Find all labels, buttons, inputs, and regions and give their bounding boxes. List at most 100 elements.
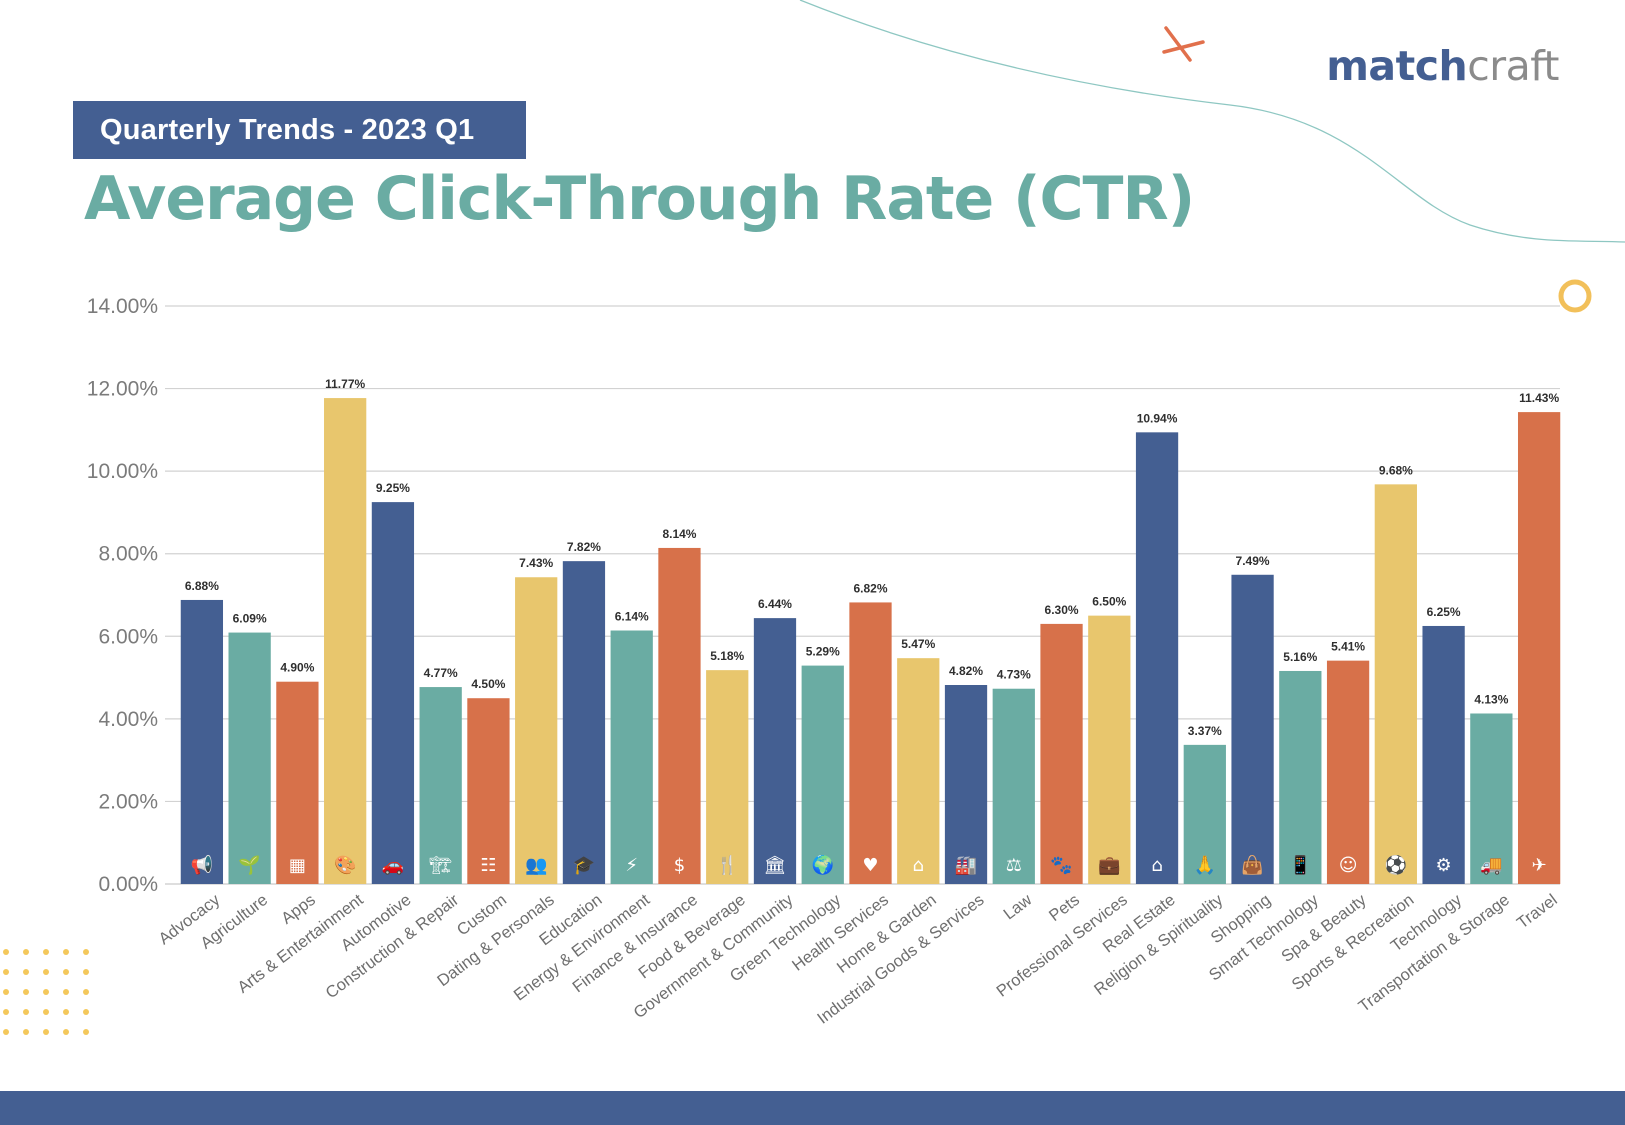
bar — [371, 502, 415, 884]
smartphone-icon: 📱 — [1289, 854, 1311, 876]
bar — [180, 599, 224, 884]
megaphone-icon: 📢 — [191, 854, 213, 876]
decor-dot — [3, 1009, 9, 1015]
data-label: 6.14% — [615, 610, 649, 624]
data-label: 4.82% — [949, 664, 983, 678]
decor-dot — [23, 969, 29, 975]
crane-icon: 🏗 — [429, 855, 452, 876]
decor-dot — [23, 1009, 29, 1015]
data-label: 4.50% — [471, 677, 505, 691]
data-label: 4.77% — [424, 666, 458, 680]
decor-dot — [63, 989, 69, 995]
decor-dot — [83, 1029, 89, 1035]
app-grid-icon: ▦ — [289, 855, 306, 876]
truck-icon: 🚚 — [1480, 855, 1502, 876]
data-label: 8.14% — [662, 527, 696, 541]
data-label: 6.88% — [185, 579, 219, 593]
y-tick-label: 6.00% — [98, 625, 158, 648]
bar — [1135, 432, 1179, 884]
scales-icon: ⚖ — [1006, 855, 1022, 876]
logo-part-craft: craft — [1467, 42, 1559, 90]
ball-icon: ⚽ — [1384, 854, 1407, 876]
data-label: 7.43% — [519, 556, 553, 570]
bar — [1326, 660, 1370, 884]
bar — [1374, 484, 1417, 884]
bar — [1517, 412, 1561, 884]
decor-dot — [43, 949, 49, 955]
footer-bar — [0, 1091, 1625, 1125]
wind-solar-icon: ⚡ — [625, 855, 638, 876]
decor-dot — [63, 1029, 69, 1035]
bar — [1279, 670, 1322, 884]
decor-dot — [3, 949, 9, 955]
data-label: 6.44% — [758, 597, 792, 611]
y-tick-label: 4.00% — [98, 708, 158, 731]
bar — [610, 630, 653, 884]
bar — [276, 681, 319, 884]
data-label: 6.09% — [233, 612, 267, 626]
people-icon: 👥 — [525, 855, 547, 876]
decor-dot — [23, 949, 29, 955]
bar — [467, 698, 510, 884]
bar — [1422, 625, 1465, 884]
decor-dot — [43, 1029, 49, 1035]
data-label: 7.49% — [1236, 554, 1270, 568]
bar — [1088, 615, 1131, 884]
finance-chart-icon: $ — [674, 855, 685, 876]
shopping-bag-icon: 👜 — [1241, 854, 1263, 876]
decor-dot — [43, 989, 49, 995]
bar — [992, 688, 1035, 884]
y-tick-label: 0.00% — [98, 873, 158, 896]
bar — [658, 547, 701, 884]
ring-icon — [1558, 279, 1592, 313]
sprout-icon: 🌱 — [238, 855, 260, 876]
bar — [324, 398, 367, 884]
bar — [1470, 713, 1513, 884]
house-key-icon: ⌂ — [1151, 855, 1162, 876]
decor-dot — [23, 1029, 29, 1035]
decorative-curve — [799, 0, 1625, 243]
bar — [419, 687, 462, 884]
data-label: 6.82% — [853, 581, 887, 595]
house-icon: ⌂ — [913, 855, 924, 876]
chip-icon: ⚙ — [1436, 855, 1452, 876]
decor-dot — [3, 989, 9, 995]
briefcase-icon: 💼 — [1098, 855, 1120, 876]
logo-part-match: match — [1326, 42, 1468, 90]
bar — [897, 658, 940, 884]
data-label: 10.94% — [1137, 411, 1178, 425]
bar — [1040, 623, 1083, 884]
decor-dot — [63, 1009, 69, 1015]
data-label: 7.82% — [567, 540, 601, 554]
data-label: 6.30% — [1045, 603, 1079, 617]
bar — [562, 561, 606, 884]
bar — [515, 577, 558, 884]
y-tick-label: 12.00% — [87, 378, 158, 401]
plate-cutlery-icon: 🍴 — [716, 854, 738, 876]
y-tick-label: 2.00% — [98, 790, 158, 813]
airplane-icon: ✈ — [1532, 855, 1547, 876]
government-building-icon: 🏛 — [764, 855, 787, 876]
bar — [1183, 744, 1226, 884]
data-label: 5.18% — [710, 649, 744, 663]
decor-dot — [63, 949, 69, 955]
decor-dot — [3, 969, 9, 975]
brand-logo: matchcraft — [1326, 42, 1559, 90]
graduation-cap-icon: 🎓 — [573, 855, 595, 876]
y-tick-label: 10.00% — [87, 460, 158, 483]
green-globe-icon: 🌍 — [812, 854, 834, 876]
data-label: 5.41% — [1331, 640, 1365, 654]
decor-dot — [43, 969, 49, 975]
decor-dot — [83, 969, 89, 975]
data-label: 9.25% — [376, 481, 410, 495]
page-title: Average Click-Through Rate (CTR) — [84, 164, 1195, 234]
data-label: 4.73% — [997, 668, 1031, 682]
data-label: 3.37% — [1188, 724, 1222, 738]
data-label: 5.47% — [901, 637, 935, 651]
data-label: 6.25% — [1427, 605, 1461, 619]
data-label: 11.43% — [1519, 391, 1559, 405]
data-label: 4.13% — [1474, 692, 1508, 706]
factory-icon: 🏭 — [955, 855, 977, 876]
bar — [801, 665, 844, 884]
